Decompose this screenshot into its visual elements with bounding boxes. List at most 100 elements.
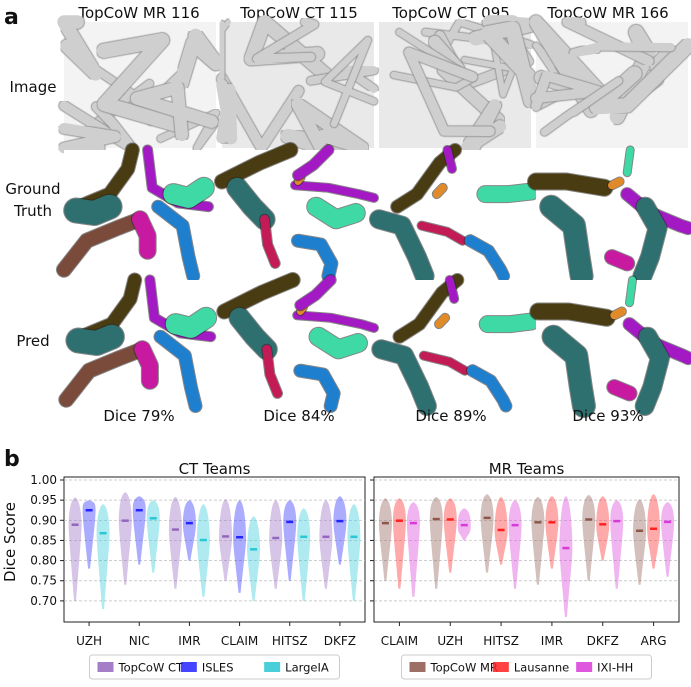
dice-label: Dice 79% <box>103 407 174 425</box>
y-tick-label: 0.95 <box>30 493 57 507</box>
x-tick-label: NIC <box>129 634 150 648</box>
column-title: TopCoW MR 116 <box>77 4 199 22</box>
ground-truth-rendering <box>214 142 379 283</box>
violin-ixi-hh <box>508 500 522 589</box>
legend-label: LargeIA <box>285 661 329 675</box>
x-tick-label: DKFZ <box>587 634 619 648</box>
legend-swatch <box>409 662 426 672</box>
prediction-rendering <box>58 272 218 413</box>
violin-isles <box>132 496 146 565</box>
y-tick-label: 0.90 <box>30 513 57 527</box>
violin-largeia <box>196 504 210 597</box>
violin-lausanne <box>392 498 406 589</box>
legend-label: TopCoW MR <box>430 661 498 675</box>
violin-isles <box>283 500 297 581</box>
violin-isles <box>182 500 196 561</box>
violin-largeia <box>347 504 361 601</box>
violin-isles <box>233 500 247 593</box>
ground-truth-rendering <box>527 145 691 288</box>
y-tick-label: 0.75 <box>30 574 57 588</box>
violin-topcow-mr <box>378 498 392 581</box>
violin-topcow-ct <box>219 498 233 581</box>
violin-topcow-ct <box>68 497 82 601</box>
violin-largeia <box>96 504 110 609</box>
x-tick-label: ARG <box>641 634 667 648</box>
legend-swatch <box>576 662 593 672</box>
violin-topcow-ct <box>118 492 132 585</box>
x-tick-label: HITSZ <box>483 634 519 648</box>
ground-truth-rendering <box>56 142 216 283</box>
image-rendering <box>379 14 540 156</box>
x-tick-label: UZH <box>76 634 102 648</box>
x-tick-label: CLAIM <box>381 634 418 648</box>
legend-box <box>89 654 340 680</box>
column-title: TopCoW CT 115 <box>239 4 358 22</box>
image-rendering <box>215 14 380 157</box>
dice-label: Dice 89% <box>415 407 486 425</box>
legend-label: TopCoW CT <box>118 661 185 675</box>
dice-label: Dice 84% <box>263 407 334 425</box>
x-tick-label: IMR <box>178 634 200 648</box>
legend-swatch <box>492 662 509 672</box>
y-tick-label: 0.70 <box>30 594 57 608</box>
y-tick-label: 0.80 <box>30 554 57 568</box>
violin-lausanne <box>596 496 610 561</box>
prediction-rendering <box>529 275 691 418</box>
violin-largeia <box>146 500 160 573</box>
x-tick-label: IMR <box>541 634 563 648</box>
rendering-grid <box>56 14 691 418</box>
y-axis-label: Dice Score <box>1 502 19 582</box>
row-label: Pred <box>16 332 49 350</box>
chart-title: MR Teams <box>489 460 565 478</box>
dice-labels: Dice 79% Dice 84% Dice 89% Dice 93% <box>103 407 643 425</box>
violin-topcow-ct <box>168 496 182 589</box>
row-label: Ground Truth <box>5 180 60 220</box>
violin-isles <box>82 500 96 569</box>
legend-swatch <box>97 662 114 672</box>
ground-truth-rendering <box>369 143 540 286</box>
x-tick-label: UZH <box>437 634 463 648</box>
y-tick-label: 1.00 <box>30 473 57 487</box>
image-rendering <box>528 14 691 148</box>
legend-label: IXI-HH <box>597 661 633 675</box>
violin-topcow-mr <box>429 496 443 589</box>
violin-topcow-ct <box>319 500 333 589</box>
violin-lausanne <box>647 494 661 569</box>
plot-frame <box>373 476 680 623</box>
violin-largeia <box>247 516 261 601</box>
panel-a-letter: a <box>4 5 19 30</box>
plot-frame <box>63 476 366 623</box>
row-label: Image <box>10 78 57 96</box>
violin-isles <box>333 496 347 565</box>
legend-swatch <box>264 662 281 672</box>
column-title: TopCoW CT 095 <box>391 4 510 22</box>
violin-topcow-mr <box>633 499 647 585</box>
violin-topcow-ct <box>269 500 283 589</box>
violin-lausanne <box>443 498 457 573</box>
y-tick-label: 0.85 <box>30 533 57 547</box>
legend-box <box>401 654 652 680</box>
chart-title: CT Teams <box>179 460 251 478</box>
row-labels: Image Ground Truth Pred <box>5 78 60 350</box>
x-tick-label: CLAIM <box>221 634 258 648</box>
chart-mr-teams: MR Teams CLAIM UZH HITSZ IMR DKFZ ARG TopCoW MR… <box>370 460 680 680</box>
violin-largeia <box>297 508 311 601</box>
violin-ixi-hh <box>610 500 624 589</box>
x-tick-label: DKFZ <box>324 634 356 648</box>
x-tick-label: HITSZ <box>272 634 308 648</box>
violin-ixi-hh <box>559 496 573 617</box>
violin-ixi-hh <box>406 502 420 597</box>
violin-topcow-mr <box>480 494 494 573</box>
chart-ct-teams: CT Teams 0.70 0.75 0.80 0.85 0.90 0.95 1.00 UZH N… <box>30 460 366 680</box>
dice-label: Dice 93% <box>572 407 643 425</box>
violin-topcow-mr <box>582 494 596 581</box>
legend-label: ISLES <box>202 661 234 675</box>
legend-swatch <box>180 662 197 672</box>
violin-ixi-hh <box>661 502 675 577</box>
violin-topcow-mr <box>531 496 545 585</box>
panel-b-letter: b <box>4 447 20 472</box>
prediction-rendering <box>216 272 379 413</box>
violin-lausanne <box>545 496 559 569</box>
image-rendering <box>56 14 225 155</box>
